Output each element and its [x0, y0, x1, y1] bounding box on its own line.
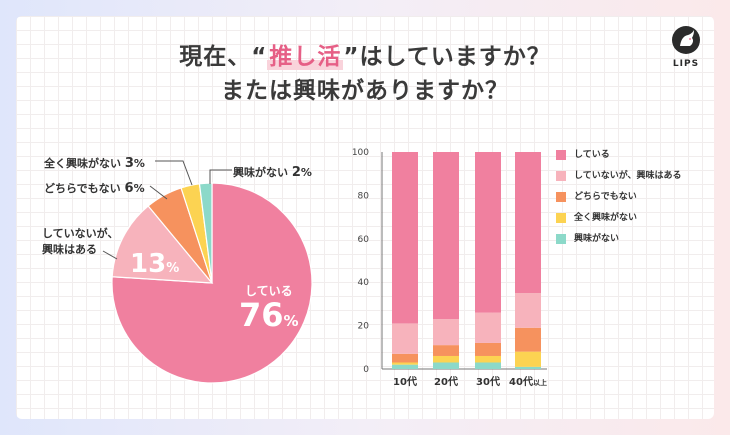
pie-label-not-at-all: 全く興味がない 3%: [44, 155, 145, 171]
legend-label: している: [574, 150, 610, 160]
leader-neither: [149, 185, 168, 200]
pie-inner-doing-label: している: [245, 284, 293, 298]
bar-segment: [392, 323, 418, 354]
legend-label: していないが、興味はある: [574, 171, 682, 181]
legend-swatch: [556, 171, 566, 181]
title-suffix: ”はしていますか？: [343, 44, 551, 70]
bar-segment: [392, 353, 418, 363]
brand-logo: LIPS: [664, 26, 708, 78]
legend-label: 興味がない: [574, 234, 620, 244]
x-tick-label: 10代: [393, 375, 417, 388]
bar-segment: [515, 327, 541, 352]
bar-segment: [515, 366, 541, 369]
y-tick-label: 20: [358, 322, 370, 332]
x-tick-label: 20代: [434, 375, 458, 388]
leader-not-at-all: [155, 160, 193, 186]
legend-label: どちらでもない: [574, 192, 637, 202]
pie-inner-doing-pct: %: [283, 312, 299, 330]
pie-label-no-interest-pct: %: [300, 166, 312, 179]
bar-segment: [433, 362, 459, 369]
bar-segment: [433, 355, 459, 363]
pie-label-interested-line2: 興味はある: [42, 243, 97, 256]
bar-segment: [392, 362, 418, 365]
pie-label-neither-text: どちらでもない: [44, 182, 121, 195]
x-tick-label: 40代以上: [509, 375, 547, 388]
bar-segment: [475, 312, 501, 343]
pie-inner-doing: 76%: [239, 296, 299, 334]
pie-label-neither-value: 6: [124, 181, 134, 196]
brand-animal-icon: [680, 30, 694, 46]
bar-segment: [475, 342, 501, 356]
title-prefix: 現在、“: [179, 44, 268, 70]
bar-segment: [433, 152, 459, 320]
bar-segment: [433, 319, 459, 346]
pie-label-not-at-all-value: 3: [124, 156, 134, 171]
pie-label-not-at-all-pct: %: [133, 157, 145, 170]
card-background: [16, 16, 714, 419]
pie-inner-interested-value: 13: [130, 249, 167, 279]
bar-segment: [475, 355, 501, 363]
bar-segment: [392, 152, 418, 324]
pie-inner-interested: 13%: [130, 249, 179, 279]
y-tick-label: 80: [358, 191, 370, 201]
pie-label-no-interest-value: 2: [291, 165, 301, 180]
pie-label-interested-line1: していないが、: [42, 227, 119, 240]
pie-label-neither-pct: %: [133, 182, 145, 195]
y-tick-label: 60: [358, 235, 370, 245]
pie-label-no-interest: 興味がない 2%: [233, 164, 312, 180]
title-line-1: 現在、“推し活”はしていますか？: [0, 40, 730, 74]
y-tick-label: 40: [358, 278, 370, 288]
legend-swatch: [556, 150, 566, 160]
pie-slice-1: [111, 205, 214, 284]
legend-swatch: [556, 192, 566, 202]
legend-swatch: [556, 234, 566, 244]
bar-segment: [515, 152, 541, 294]
pie-label-no-interest-text: 興味がない: [233, 166, 288, 179]
legend-swatch: [556, 213, 566, 223]
pie-label-not-at-all-text: 全く興味がない: [44, 157, 121, 170]
bar-segment: [515, 351, 541, 367]
bar-segment: [475, 152, 501, 313]
bar-segment: [392, 364, 418, 369]
y-tick-label: 100: [352, 148, 369, 158]
y-tick-label: 0: [363, 365, 369, 375]
page-title: 現在、“推し活”はしていますか？ または興味がありますか？: [0, 40, 730, 108]
bar-segment: [515, 293, 541, 328]
pie-inner-doing-value: 76: [239, 296, 284, 334]
x-tick-label: 30代: [476, 375, 500, 388]
pie-inner-interested-pct: %: [166, 261, 180, 276]
bar-segment: [475, 362, 501, 369]
brand-logo-mark: [672, 26, 700, 54]
pie-slice-4: [198, 182, 213, 284]
title-line-2: または興味がありますか？: [221, 78, 509, 104]
legend-label: 全く興味がない: [574, 213, 638, 223]
leader-no-interest: [209, 169, 232, 184]
brand-name: LIPS: [672, 59, 700, 69]
bar-segment: [433, 345, 459, 356]
pie-label-neither: どちらでもない 6%: [44, 180, 145, 196]
leader-interested: [102, 250, 118, 260]
title-highlight: 推し活: [267, 44, 344, 70]
